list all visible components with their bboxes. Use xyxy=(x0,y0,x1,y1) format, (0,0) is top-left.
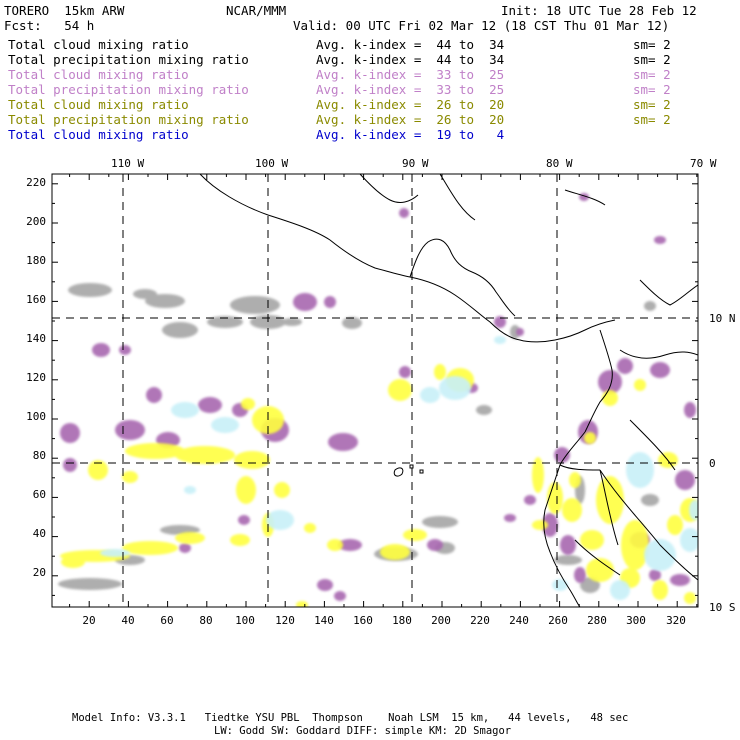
legend-smoothing: sm= 2 xyxy=(633,37,671,52)
x-tick-label: 220 xyxy=(470,614,490,627)
x-tick-label: 120 xyxy=(275,614,295,627)
lon-label: 90 W xyxy=(402,157,429,170)
legend-kindex: Avg. k-index = 33 to 25 xyxy=(316,67,505,82)
y-tick-labels: 220 200 180 160 140 120 100 80 60 40 20 xyxy=(26,176,46,579)
physics-info: LW: Godd SW: Goddard DIFF: simple KM: 2D… xyxy=(214,725,512,737)
legend-field: Total cloud mixing ratio xyxy=(8,37,189,52)
x-tick-label: 280 xyxy=(587,614,607,627)
valid-time: Valid: 00 UTC Fri 02 Mar 12 (18 CST Thu … xyxy=(293,18,670,33)
legend-smoothing: sm= 2 xyxy=(633,97,671,112)
legend-field: Total cloud mixing ratio xyxy=(8,67,189,82)
x-tick-label: 20 xyxy=(82,614,95,627)
x-tick-label: 160 xyxy=(353,614,373,627)
y-tick-label: 40 xyxy=(33,527,46,540)
lat-lon-grid xyxy=(52,174,698,607)
x-tick-label: 100 xyxy=(235,614,255,627)
coastlines xyxy=(199,174,698,607)
lat-label: 0 xyxy=(709,457,716,470)
x-tick-label: 300 xyxy=(626,614,646,627)
legend-kindex: Avg. k-index = 26 to 20 xyxy=(316,112,505,127)
y-tick-label: 80 xyxy=(33,449,46,462)
x-tick-label: 180 xyxy=(392,614,412,627)
legend-kindex: Avg. k-index = 19 to 4 xyxy=(316,127,505,142)
y-tick-label: 160 xyxy=(26,293,46,306)
x-tick-labels: 20 40 60 80 100 120 140 160 180 200 220 … xyxy=(82,614,686,627)
plot-frame xyxy=(51,173,699,608)
forecast-hour: Fcst: 54 h xyxy=(4,18,95,33)
cyan-cloud-layer xyxy=(100,336,698,600)
legend-kindex: Avg. k-index = 44 to 34 xyxy=(316,37,505,52)
yellow-cloud-layer xyxy=(60,364,698,607)
axis-ticks xyxy=(52,174,698,607)
lon-label: 110 W xyxy=(111,157,144,170)
legend-kindex: Avg. k-index = 33 to 25 xyxy=(316,82,505,97)
y-tick-label: 100 xyxy=(26,410,46,423)
x-tick-label: 40 xyxy=(121,614,134,627)
x-tick-label: 200 xyxy=(431,614,451,627)
lat-label: 10 S xyxy=(709,601,736,614)
legend-field: Total precipitation mixing ratio xyxy=(8,112,249,127)
legend-kindex: Avg. k-index = 44 to 34 xyxy=(316,52,505,67)
y-tick-label: 20 xyxy=(33,566,46,579)
legend-smoothing: sm= 2 xyxy=(633,82,671,97)
lon-label: 100 W xyxy=(255,157,288,170)
lon-label: 80 W xyxy=(546,157,573,170)
center-label: NCAR/MMM xyxy=(226,3,287,18)
x-tick-label: 240 xyxy=(509,614,529,627)
model-info: Model Info: V3.3.1 Tiedtke YSU PBL Thomp… xyxy=(72,712,629,724)
y-tick-label: 180 xyxy=(26,254,46,267)
legend-field: Total cloud mixing ratio xyxy=(8,97,189,112)
legend-field: Total precipitation mixing ratio xyxy=(8,82,249,97)
x-tick-label: 60 xyxy=(160,614,173,627)
x-tick-label: 80 xyxy=(199,614,212,627)
x-tick-label: 260 xyxy=(548,614,568,627)
legend-smoothing: sm= 2 xyxy=(633,52,671,67)
init-time: Init: 18 UTC Tue 28 Feb 12 xyxy=(501,3,697,18)
lat-label: 10 N xyxy=(709,312,736,325)
legend-field: Total cloud mixing ratio xyxy=(8,127,189,142)
y-tick-label: 200 xyxy=(26,215,46,228)
right-lat-labels: 10 N 0 10 S xyxy=(709,312,736,614)
lon-label: 70 W xyxy=(690,157,717,170)
top-lon-labels: 110 W 100 W 90 W 80 W 70 W xyxy=(111,157,717,170)
x-tick-label: 320 xyxy=(666,614,686,627)
legend-kindex: Avg. k-index = 26 to 20 xyxy=(316,97,505,112)
y-tick-label: 60 xyxy=(33,488,46,501)
legend-field: Total precipitation mixing ratio xyxy=(8,52,249,67)
model-title: TORERO 15km ARW xyxy=(4,3,125,18)
legend-smoothing: sm= 2 xyxy=(633,67,671,82)
y-tick-label: 220 xyxy=(26,176,46,189)
legend-smoothing: sm= 2 xyxy=(633,112,671,127)
y-tick-label: 140 xyxy=(26,332,46,345)
y-tick-label: 120 xyxy=(26,371,46,384)
x-tick-label: 140 xyxy=(314,614,334,627)
